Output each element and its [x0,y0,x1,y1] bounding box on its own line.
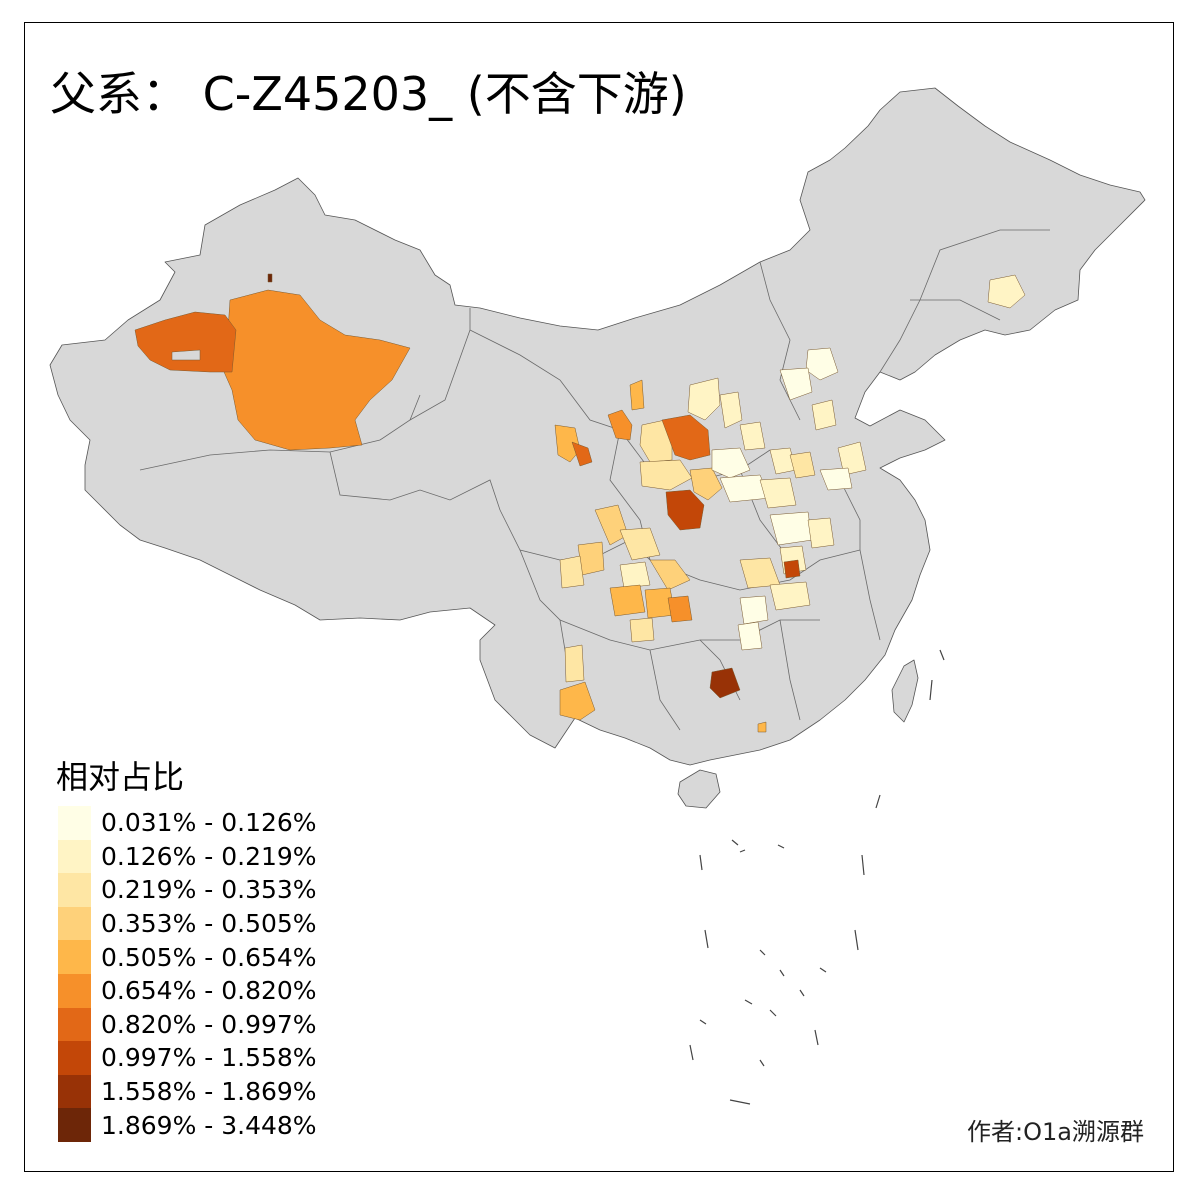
region-ningxia [629,379,645,411]
region-qinghai-east [554,424,581,463]
map-frame [24,22,1174,1172]
legend-item: 1.558% - 1.869% [58,1074,317,1109]
legend-swatch [58,1074,91,1109]
region-shandong-1 [789,451,816,479]
legend-item: 0.654% - 0.820% [58,973,317,1008]
legend-item: 1.869% - 3.448% [58,1108,317,1142]
hainan-island [677,769,721,809]
region-hunan-1 [739,595,769,625]
legend-item: 0.031% - 0.126% [58,806,317,840]
legend-swatch [58,940,91,974]
legend-label: 0.031% - 0.126% [101,808,317,838]
region-hebei-1 [805,347,839,381]
map-title: 父系： C-Z45203_ (不含下游) [50,67,687,121]
region-hubei-dark [783,559,801,579]
region-xinjiang-hole [171,349,201,361]
legend-item: 0.353% - 0.505% [58,906,317,941]
region-hunan-2 [737,621,763,651]
region-sichuan-6 [649,559,691,591]
region-hebei-2 [779,367,813,401]
legend-swatch [58,806,91,840]
legend-label: 1.558% - 1.869% [101,1077,317,1107]
china-mainland [49,87,1146,766]
legend-item: 0.820% - 0.997% [58,1007,317,1042]
region-sichuan-2 [619,527,661,561]
legend-label: 1.869% - 3.448% [101,1110,317,1140]
region-shanxi-s [711,447,751,479]
region-yunnan-2 [559,681,596,721]
region-shandong-2 [837,441,867,476]
region-shanxi-c [719,391,743,429]
region-henan-2 [759,477,797,509]
legend-swatch [58,1007,91,1042]
region-guizhou-1 [629,617,655,643]
region-heilongjiang [987,274,1026,309]
region-anhui-1 [807,517,835,549]
region-shaanxi-e [689,467,723,501]
region-guangdong-small [757,721,767,733]
legend-swatch [58,1041,91,1075]
data-regions [134,273,1026,733]
legend-item: 0.126% - 0.219% [58,839,317,874]
author-credit: 作者:O1a溯源群 [967,1118,1144,1146]
legend-swatch [58,1108,91,1142]
region-gansu-mid [607,409,633,441]
legend-label: 0.353% - 0.505% [101,909,317,939]
taiwan-island [891,659,919,723]
region-shanxi-n [687,377,721,421]
legend: 0.031% - 0.126% 0.126% - 0.219% 0.219% -… [58,806,317,1142]
legend-label: 0.126% - 0.219% [101,841,317,871]
region-shanxi-dark [661,414,711,461]
legend-swatch [58,973,91,1008]
region-gansu-dark [571,441,593,467]
region-chongqing-dark [667,595,693,623]
region-shaanxi-c [639,459,693,491]
legend-label: 0.820% - 0.997% [101,1009,317,1039]
region-hebei-4 [739,421,766,451]
legend-swatch [58,906,91,941]
region-xinjiang-south [223,289,411,451]
province-borders [139,229,1050,731]
region-hebei-3 [811,399,837,431]
legend-label: 0.997% - 1.558% [101,1043,317,1073]
legend-item: 0.219% - 0.353% [58,873,317,907]
region-hubei-3 [769,581,811,611]
legend-swatch [58,839,91,874]
legend-label: 0.219% - 0.353% [101,875,317,905]
south-sea-islands [689,649,945,1105]
region-xinjiang-west [134,311,237,373]
region-shandong-3 [819,467,853,491]
region-small-dark [267,273,273,283]
legend-title: 相对占比 [56,758,185,796]
region-guangxi-dark [709,667,741,699]
legend-label: 0.654% - 0.820% [101,976,317,1006]
region-shaanxi-dark [665,489,705,531]
legend-item: 0.997% - 1.558% [58,1041,317,1075]
legend-label: 0.505% - 0.654% [101,942,317,972]
region-sichuan-5 [619,561,651,589]
legend-item: 0.505% - 0.654% [58,940,317,974]
region-yunnan-1 [564,644,585,683]
legend-swatch [58,873,91,907]
region-sichuan-4 [559,555,585,589]
region-sichuan-7 [609,584,646,617]
